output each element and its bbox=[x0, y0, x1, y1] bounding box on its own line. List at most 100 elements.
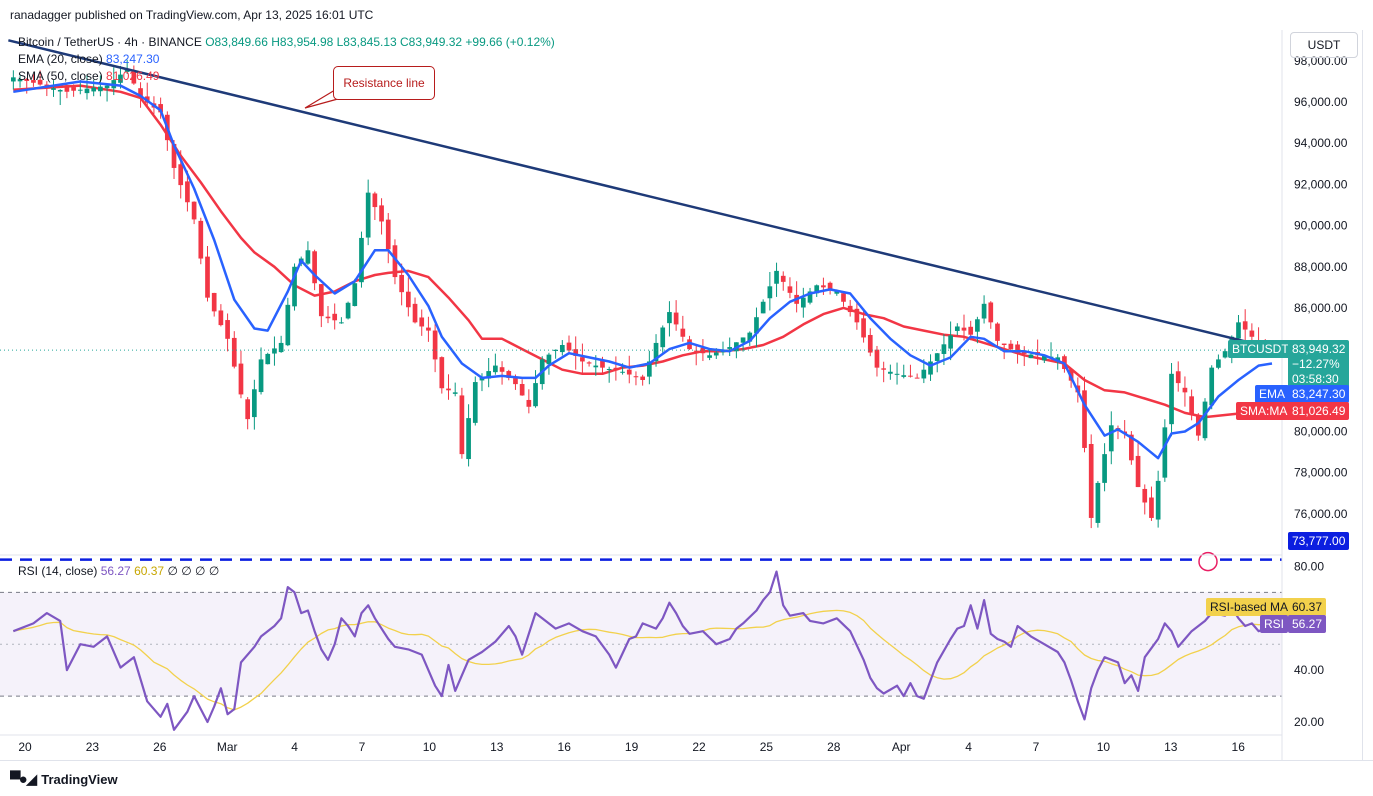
candle-body bbox=[1135, 455, 1141, 488]
candle-body bbox=[740, 337, 746, 343]
candle-body bbox=[252, 389, 257, 418]
ema-line bbox=[13, 80, 1273, 460]
candle-body bbox=[787, 286, 793, 293]
candle-body bbox=[526, 399, 532, 407]
rsi-legend[interactable]: RSI (14, close) 56.27 60.37 ∅ ∅ ∅ ∅ bbox=[18, 564, 219, 578]
rsi-tick-label: 20.00 bbox=[1294, 715, 1324, 729]
candle-body bbox=[606, 369, 612, 371]
time-tick-label: Apr bbox=[892, 740, 911, 754]
support-level-line bbox=[0, 349, 1282, 572]
candle-body bbox=[17, 79, 23, 82]
symbol-title[interactable]: Bitcoin / TetherUS · 4h · BINANCE bbox=[18, 35, 202, 49]
candle-body bbox=[265, 353, 271, 365]
candle-body bbox=[653, 342, 659, 362]
rsi-legend-empties: ∅ ∅ ∅ ∅ bbox=[167, 564, 220, 578]
resistance-line bbox=[8, 39, 1286, 353]
candle-body bbox=[231, 337, 237, 367]
candle-body bbox=[834, 291, 840, 294]
candle-body bbox=[379, 205, 384, 222]
time-tick-label: 10 bbox=[423, 740, 437, 754]
time-tick-label: 13 bbox=[1164, 740, 1178, 754]
candle-body bbox=[888, 371, 893, 374]
last-price-value: 83,949.32 bbox=[1292, 342, 1346, 356]
rsi-ma-legend-value: 60.37 bbox=[134, 564, 165, 578]
candle-body bbox=[191, 201, 197, 220]
candle-body bbox=[365, 192, 371, 238]
ema-legend-label: EMA (20, close) bbox=[18, 52, 103, 66]
candle-body bbox=[874, 349, 880, 368]
currency-selector[interactable]: USDT bbox=[1290, 32, 1358, 58]
candle-body bbox=[1169, 373, 1174, 425]
sma-axis-tag: SMA:MA bbox=[1236, 402, 1292, 420]
candle-body bbox=[867, 334, 873, 353]
candle-body bbox=[57, 89, 63, 92]
time-tick-label: 19 bbox=[625, 740, 639, 754]
candle-body bbox=[546, 354, 552, 365]
candle-body bbox=[573, 349, 579, 356]
candle-body bbox=[1149, 497, 1154, 518]
candle-body bbox=[426, 327, 431, 331]
candle-body bbox=[754, 317, 759, 334]
candle-body bbox=[506, 371, 512, 378]
candle-body bbox=[77, 89, 83, 91]
candle-body bbox=[305, 250, 311, 264]
candle-body bbox=[620, 371, 625, 373]
candle-body bbox=[459, 395, 465, 455]
ema-legend[interactable]: EMA (20, close) 83,247.30 bbox=[18, 52, 159, 66]
candle-body bbox=[466, 418, 471, 460]
time-tick-label: 13 bbox=[490, 740, 504, 754]
candle-body bbox=[493, 365, 498, 373]
candle-body bbox=[533, 383, 538, 407]
rsi-tag: RSI bbox=[1260, 615, 1289, 633]
candle-body bbox=[1162, 427, 1168, 478]
time-tick-label: 28 bbox=[827, 740, 841, 754]
tradingview-logo[interactable]: ▀●◢ TradingView bbox=[10, 770, 118, 788]
candle-body bbox=[98, 86, 103, 92]
candle-body bbox=[747, 332, 753, 342]
right-border bbox=[1362, 30, 1363, 760]
rsi-ma-series bbox=[13, 609, 1266, 711]
candle-body bbox=[975, 319, 980, 332]
candle-body bbox=[780, 275, 786, 282]
candle-body bbox=[439, 357, 445, 389]
candle-body bbox=[908, 375, 913, 377]
price-bars bbox=[11, 59, 1268, 529]
candle-body bbox=[566, 342, 572, 351]
time-tick-label: 7 bbox=[359, 740, 366, 754]
candle-body bbox=[680, 328, 686, 337]
candle-body bbox=[325, 316, 331, 319]
candle-body bbox=[807, 291, 813, 303]
candle-body bbox=[580, 357, 585, 362]
candle-body bbox=[640, 376, 645, 380]
sma-legend[interactable]: SMA (50, close) 81,026.49 bbox=[18, 69, 159, 83]
candle-body bbox=[486, 371, 492, 379]
candle-body bbox=[894, 373, 900, 375]
time-tick-label: Mar bbox=[217, 740, 238, 754]
candle-body bbox=[11, 77, 16, 82]
rsi-series bbox=[12, 570, 1266, 731]
time-tick-label: 16 bbox=[558, 740, 572, 754]
candle-body bbox=[412, 303, 418, 323]
candle-body bbox=[760, 301, 766, 314]
candle-body bbox=[914, 377, 920, 379]
main-legend[interactable]: Bitcoin / TetherUS · 4h · BINANCE O83,84… bbox=[18, 35, 555, 49]
candle-body bbox=[245, 399, 251, 420]
sma-legend-value: 81,026.49 bbox=[106, 69, 160, 83]
sma-axis-value: 81,026.49 bbox=[1288, 402, 1350, 420]
candle-body bbox=[218, 310, 224, 326]
candle-body bbox=[1222, 351, 1228, 358]
candle-body bbox=[1216, 359, 1221, 368]
candle-body bbox=[171, 143, 177, 168]
candle-body bbox=[861, 318, 866, 338]
candle-body bbox=[881, 368, 887, 370]
candle-body bbox=[352, 283, 358, 307]
candle-body bbox=[24, 79, 30, 81]
candle-body bbox=[138, 88, 143, 98]
candle-body bbox=[1088, 443, 1094, 518]
sma-legend-label: SMA (50, close) bbox=[18, 69, 103, 83]
candle-body bbox=[995, 323, 1000, 341]
candle-body bbox=[452, 392, 458, 394]
ema-axis-tag: EMA bbox=[1255, 385, 1290, 403]
candle-body bbox=[687, 339, 692, 350]
